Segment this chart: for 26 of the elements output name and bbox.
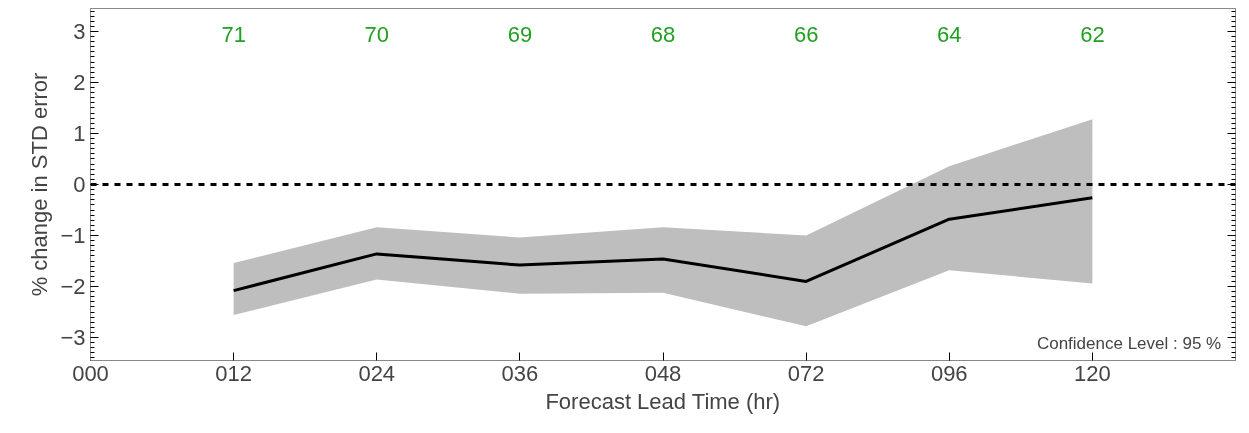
- x-tick-label: 048: [644, 360, 682, 386]
- annotation: 70: [364, 21, 389, 47]
- annotation: 62: [1080, 21, 1105, 47]
- y-tick-label: 3: [73, 18, 86, 44]
- x-tick-label: 096: [930, 360, 968, 386]
- annotation: Confidence Level : 95 %: [1036, 333, 1222, 353]
- y-axis-title: % change in STD error: [27, 72, 53, 297]
- y-tick-label: 1: [73, 120, 86, 146]
- x-tick-label: 000: [72, 360, 109, 386]
- x-tick-label: 036: [501, 360, 539, 386]
- annotation: 64: [937, 21, 962, 47]
- annotation: 66: [793, 21, 819, 47]
- y-tick-label: 2: [73, 69, 86, 95]
- y-tick-label: −3: [60, 325, 86, 351]
- annotation: 71: [221, 21, 246, 47]
- x-axis-title: Forecast Lead Time (hr): [545, 388, 781, 414]
- y-tick-label: 0: [73, 172, 86, 197]
- x-tick-label: 024: [358, 360, 396, 386]
- annotation: 69: [507, 21, 533, 47]
- x-tick-label: 072: [787, 360, 825, 386]
- y-tick-label: −1: [60, 223, 86, 249]
- y-tick-label: −2: [60, 274, 86, 300]
- x-tick-label: 012: [215, 360, 252, 386]
- x-tick-label: 120: [1074, 360, 1111, 386]
- annotation: 68: [650, 21, 676, 47]
- line-series: [232, 196, 1094, 293]
